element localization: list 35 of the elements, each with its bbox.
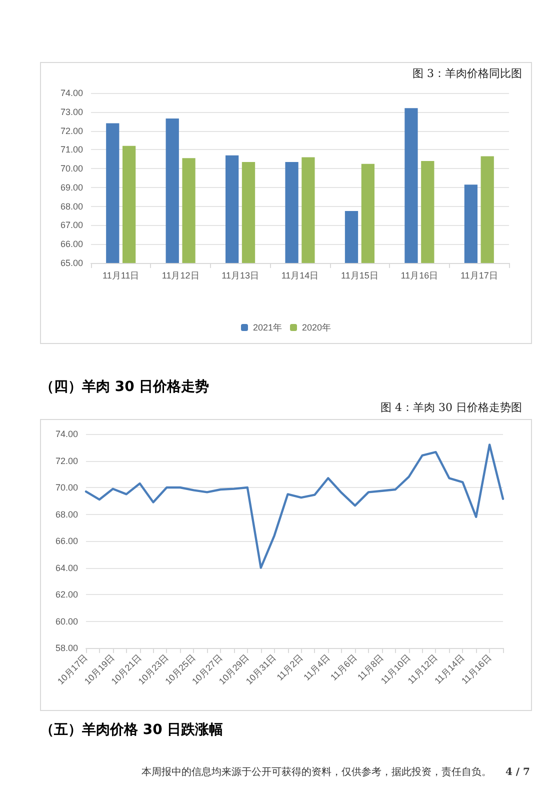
y-tick-label: 66.00 [55, 536, 78, 546]
x-tick-label: 11月13日 [222, 270, 259, 280]
y-tick-label: 72.00 [60, 126, 83, 136]
y-tick-label: 65.00 [60, 258, 83, 268]
x-tick-label: 11月15日 [341, 270, 378, 280]
y-tick-label: 72.00 [55, 456, 78, 466]
x-tick-label: 11月14日 [281, 270, 319, 280]
text: 4 / 7 [505, 767, 530, 778]
y-tick-label: 64.00 [55, 562, 78, 573]
legend-label: 2020年 [302, 322, 332, 332]
y-tick-label: 74.00 [60, 88, 83, 98]
chart-subtitle: 图 4：羊肉 30 日价格走势图 [380, 400, 522, 415]
y-tick-label: 71.00 [60, 144, 83, 155]
y-tick-label: 68.00 [55, 509, 78, 520]
text: 本周报中的信息均来源于公开可获得的资料，仅供参考，据此投资，责任自负。 [141, 767, 492, 778]
chart-title: （四）羊肉 30 日价格走势 [40, 378, 210, 396]
y-tick-label: 68.00 [60, 201, 83, 212]
line-series [84, 444, 504, 569]
y-tick-label: 62.00 [55, 590, 78, 600]
y-tick-label: 69.00 [60, 182, 83, 192]
x-tick-label: 11月12日 [162, 270, 200, 280]
chart-title: 图 3：羊肉价格同比图 [412, 67, 522, 80]
y-tick-label: 60.00 [55, 616, 78, 626]
text: （五）羊肉价格 30 日跌涨幅 [40, 721, 224, 739]
x-tick-label: 11月17日 [460, 270, 498, 280]
y-tick-label: 58.00 [55, 643, 78, 653]
y-tick-label: 73.00 [60, 106, 83, 117]
y-tick-label: 70.00 [60, 164, 83, 174]
y-tick-label: 74.00 [55, 429, 78, 439]
y-tick-label: 70.00 [55, 482, 78, 492]
x-tick-label: 11月11日 [102, 270, 140, 280]
x-tick-label: 11月16日 [400, 270, 438, 280]
y-tick-label: 66.00 [60, 239, 83, 250]
legend-label: 2021年 [252, 322, 282, 332]
y-tick-label: 67.00 [60, 220, 83, 230]
